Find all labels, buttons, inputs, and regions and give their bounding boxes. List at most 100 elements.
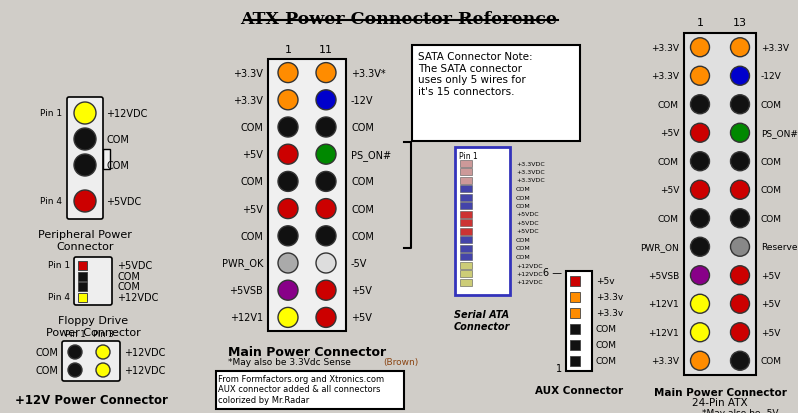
Bar: [460, 211, 472, 218]
Circle shape: [316, 308, 336, 328]
FancyBboxPatch shape: [67, 98, 103, 219]
Text: COM: COM: [240, 123, 263, 133]
Circle shape: [96, 345, 110, 359]
Circle shape: [278, 226, 298, 246]
Text: -12V: -12V: [351, 95, 373, 106]
Circle shape: [278, 280, 298, 301]
FancyBboxPatch shape: [74, 257, 112, 305]
Text: +5V: +5V: [242, 150, 263, 160]
Circle shape: [690, 323, 709, 342]
Text: COM: COM: [35, 365, 58, 375]
Text: Peripheral Power
Connector: Peripheral Power Connector: [38, 230, 132, 251]
Bar: [78, 261, 87, 271]
Circle shape: [690, 181, 709, 200]
Circle shape: [730, 237, 749, 256]
Text: +5VSB: +5VSB: [229, 285, 263, 295]
Text: COM: COM: [351, 231, 374, 241]
Text: COM: COM: [761, 157, 782, 166]
Bar: [455, 147, 510, 295]
Text: 1: 1: [556, 363, 562, 373]
Bar: [460, 271, 472, 277]
Circle shape: [316, 199, 336, 219]
Circle shape: [730, 95, 749, 114]
Circle shape: [316, 280, 336, 301]
Text: +12VDC: +12VDC: [124, 347, 165, 357]
Bar: [78, 282, 87, 291]
Text: +12VDC: +12VDC: [516, 263, 543, 268]
Text: +12VDC: +12VDC: [516, 280, 543, 285]
Text: +12VDC: +12VDC: [117, 292, 158, 302]
Circle shape: [730, 323, 749, 342]
Text: COM: COM: [516, 204, 531, 209]
Text: 13: 13: [733, 18, 747, 28]
Circle shape: [730, 152, 749, 171]
Text: +12VDC: +12VDC: [124, 365, 165, 375]
Text: Pin 4: Pin 4: [48, 293, 70, 302]
Circle shape: [316, 226, 336, 246]
Text: +12V1: +12V1: [230, 313, 263, 323]
Text: From Formfactors.org and Xtronics.com
AUX connector added & all connectors
color: From Formfactors.org and Xtronics.com AU…: [218, 374, 384, 404]
Bar: [460, 194, 472, 201]
Text: COM: COM: [351, 177, 374, 187]
Text: +5v: +5v: [596, 277, 614, 286]
FancyBboxPatch shape: [62, 341, 120, 381]
Bar: [460, 254, 472, 260]
Text: PS_ON#: PS_ON#: [351, 150, 391, 160]
Text: COM: COM: [106, 161, 128, 171]
Circle shape: [96, 363, 110, 377]
Text: COM: COM: [240, 177, 263, 187]
Text: 6 —: 6 —: [543, 267, 562, 277]
Text: +5V: +5V: [351, 313, 372, 323]
Text: +3.3VDC: +3.3VDC: [516, 170, 545, 175]
Bar: [268, 60, 346, 331]
Circle shape: [316, 64, 336, 83]
Circle shape: [316, 254, 336, 273]
Bar: [570, 292, 580, 302]
Text: +5VDC: +5VDC: [117, 260, 152, 271]
Text: -12V: -12V: [761, 72, 782, 81]
Text: Reserved*: Reserved*: [761, 243, 798, 252]
Text: +5V: +5V: [761, 328, 780, 337]
Circle shape: [74, 190, 96, 212]
Text: COM: COM: [516, 195, 531, 200]
Text: Pin 1: Pin 1: [65, 329, 85, 338]
Text: +3.3V: +3.3V: [651, 44, 679, 52]
Text: COM: COM: [658, 157, 679, 166]
Bar: [460, 185, 472, 192]
Text: Pin 1: Pin 1: [40, 109, 62, 118]
Circle shape: [730, 351, 749, 370]
Circle shape: [730, 181, 749, 200]
Text: +3.3v: +3.3v: [596, 293, 623, 302]
Bar: [460, 245, 472, 252]
Text: COM: COM: [658, 214, 679, 223]
Text: COM: COM: [658, 100, 679, 109]
Circle shape: [278, 172, 298, 192]
Circle shape: [278, 199, 298, 219]
Text: +12V Power Connector: +12V Power Connector: [14, 393, 168, 406]
Circle shape: [690, 294, 709, 313]
Bar: [78, 272, 87, 281]
Text: +3.3V*: +3.3V*: [351, 69, 385, 78]
Text: COM: COM: [351, 123, 374, 133]
Text: *May also be -5V: *May also be -5V: [701, 408, 778, 413]
Bar: [460, 279, 472, 286]
Bar: [570, 356, 580, 366]
Text: +5V: +5V: [351, 285, 372, 295]
Text: *May also be 3.3Vdc Sense: *May also be 3.3Vdc Sense: [228, 357, 354, 366]
Text: +12VDC: +12VDC: [106, 109, 148, 119]
Text: COM: COM: [117, 281, 140, 291]
Text: COM: COM: [351, 204, 374, 214]
Circle shape: [690, 39, 709, 57]
Text: +5VDC: +5VDC: [516, 212, 539, 217]
Circle shape: [278, 90, 298, 111]
Circle shape: [730, 266, 749, 285]
Text: COM: COM: [596, 325, 617, 334]
Text: +3.3V: +3.3V: [761, 44, 789, 52]
Text: Pin 4: Pin 4: [40, 197, 62, 206]
Circle shape: [74, 154, 96, 177]
Text: Serial ATA
Connector: Serial ATA Connector: [454, 309, 510, 331]
Text: 11: 11: [319, 45, 333, 55]
Circle shape: [730, 294, 749, 313]
Text: +5V: +5V: [761, 271, 780, 280]
Circle shape: [690, 95, 709, 114]
